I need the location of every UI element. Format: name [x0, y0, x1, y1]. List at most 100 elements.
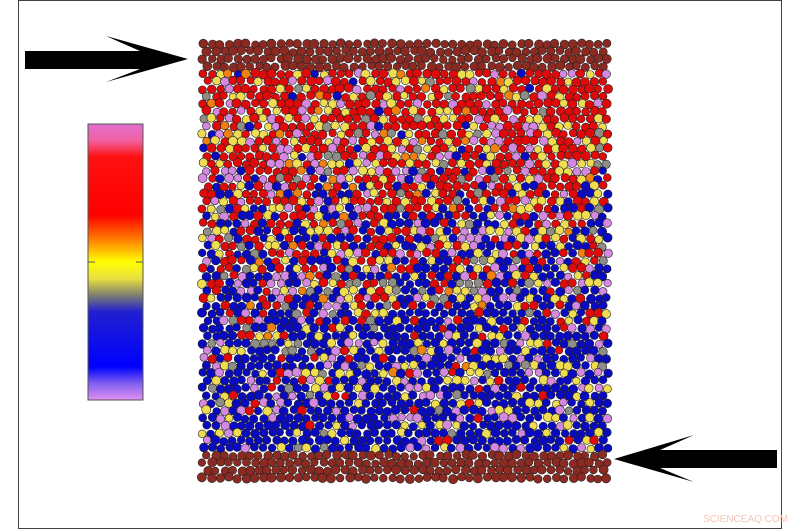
particle	[210, 165, 220, 175]
particle	[306, 375, 315, 385]
particle	[602, 143, 613, 153]
particle	[417, 136, 427, 146]
particle	[249, 112, 260, 123]
particle	[202, 211, 211, 221]
particle	[227, 135, 238, 146]
particle	[232, 428, 242, 438]
particle	[421, 159, 431, 169]
particle	[559, 323, 569, 332]
particle	[448, 398, 458, 408]
particle	[533, 187, 544, 198]
particle	[603, 203, 613, 213]
particle	[511, 92, 521, 102]
particle	[306, 90, 316, 100]
particle	[302, 339, 312, 348]
particle	[211, 255, 221, 266]
particle	[255, 166, 264, 176]
particle	[362, 264, 371, 274]
wall-particle	[202, 61, 213, 71]
particle	[391, 300, 402, 310]
particle	[400, 315, 410, 325]
particle	[224, 413, 234, 423]
particle	[245, 436, 254, 446]
particle	[517, 323, 526, 332]
wall-particle	[379, 474, 388, 483]
particle	[220, 121, 230, 131]
particle	[562, 375, 572, 385]
particle	[432, 368, 441, 377]
particle	[258, 278, 268, 288]
particle	[446, 443, 456, 453]
particle	[240, 308, 250, 318]
particle	[207, 442, 218, 452]
particle	[340, 301, 350, 311]
particle	[452, 120, 463, 131]
wall-particle	[431, 38, 441, 48]
particle	[396, 188, 406, 198]
wall-particle	[571, 46, 581, 56]
wall-particle	[593, 474, 603, 484]
particle	[469, 211, 478, 220]
particle	[374, 436, 383, 445]
wall-particle	[422, 472, 432, 482]
particle	[215, 414, 226, 424]
particle	[485, 151, 496, 162]
wall-particle	[386, 53, 397, 63]
particle	[404, 129, 414, 139]
particle	[401, 211, 410, 220]
particle	[319, 174, 328, 183]
particle	[461, 182, 471, 192]
particle	[344, 293, 354, 303]
particle	[237, 375, 246, 385]
particle	[435, 316, 445, 326]
wall-particle	[223, 457, 233, 467]
wall-particle	[588, 47, 598, 57]
particle	[237, 256, 246, 265]
particle	[326, 262, 337, 273]
particle	[452, 105, 463, 116]
particle	[464, 113, 474, 123]
wall-particle	[197, 458, 206, 467]
particle	[559, 69, 568, 79]
particle	[391, 420, 402, 430]
particle	[271, 287, 281, 297]
wall-particle	[296, 61, 306, 71]
particle	[326, 338, 336, 348]
particle	[297, 240, 307, 250]
particle	[489, 143, 500, 154]
particle	[253, 285, 263, 295]
wall-particle	[453, 451, 462, 460]
particle	[538, 405, 548, 415]
particle	[483, 369, 492, 378]
particle	[236, 226, 246, 236]
wall-particle	[429, 457, 440, 468]
particle	[285, 129, 294, 139]
particle	[297, 76, 307, 86]
particle	[258, 443, 268, 452]
particle	[602, 427, 612, 438]
wall-particle	[335, 458, 345, 468]
particle	[455, 414, 465, 423]
particle	[439, 217, 450, 228]
particle	[266, 262, 276, 273]
particle	[469, 105, 480, 116]
particle	[413, 218, 423, 228]
particle	[233, 412, 243, 422]
particle	[335, 322, 345, 333]
particle	[207, 412, 218, 422]
wall-particle	[457, 472, 467, 482]
particle	[301, 83, 311, 93]
particle	[373, 180, 384, 190]
particle	[503, 330, 513, 340]
particle	[199, 218, 208, 227]
particle	[232, 323, 241, 332]
particle	[254, 421, 264, 431]
particle	[266, 279, 276, 289]
particle	[375, 136, 384, 145]
wall-particle	[581, 62, 590, 72]
particle	[416, 344, 427, 355]
wall-particle	[211, 46, 222, 57]
particle	[343, 337, 354, 348]
particle	[468, 434, 479, 445]
particle	[476, 91, 486, 101]
